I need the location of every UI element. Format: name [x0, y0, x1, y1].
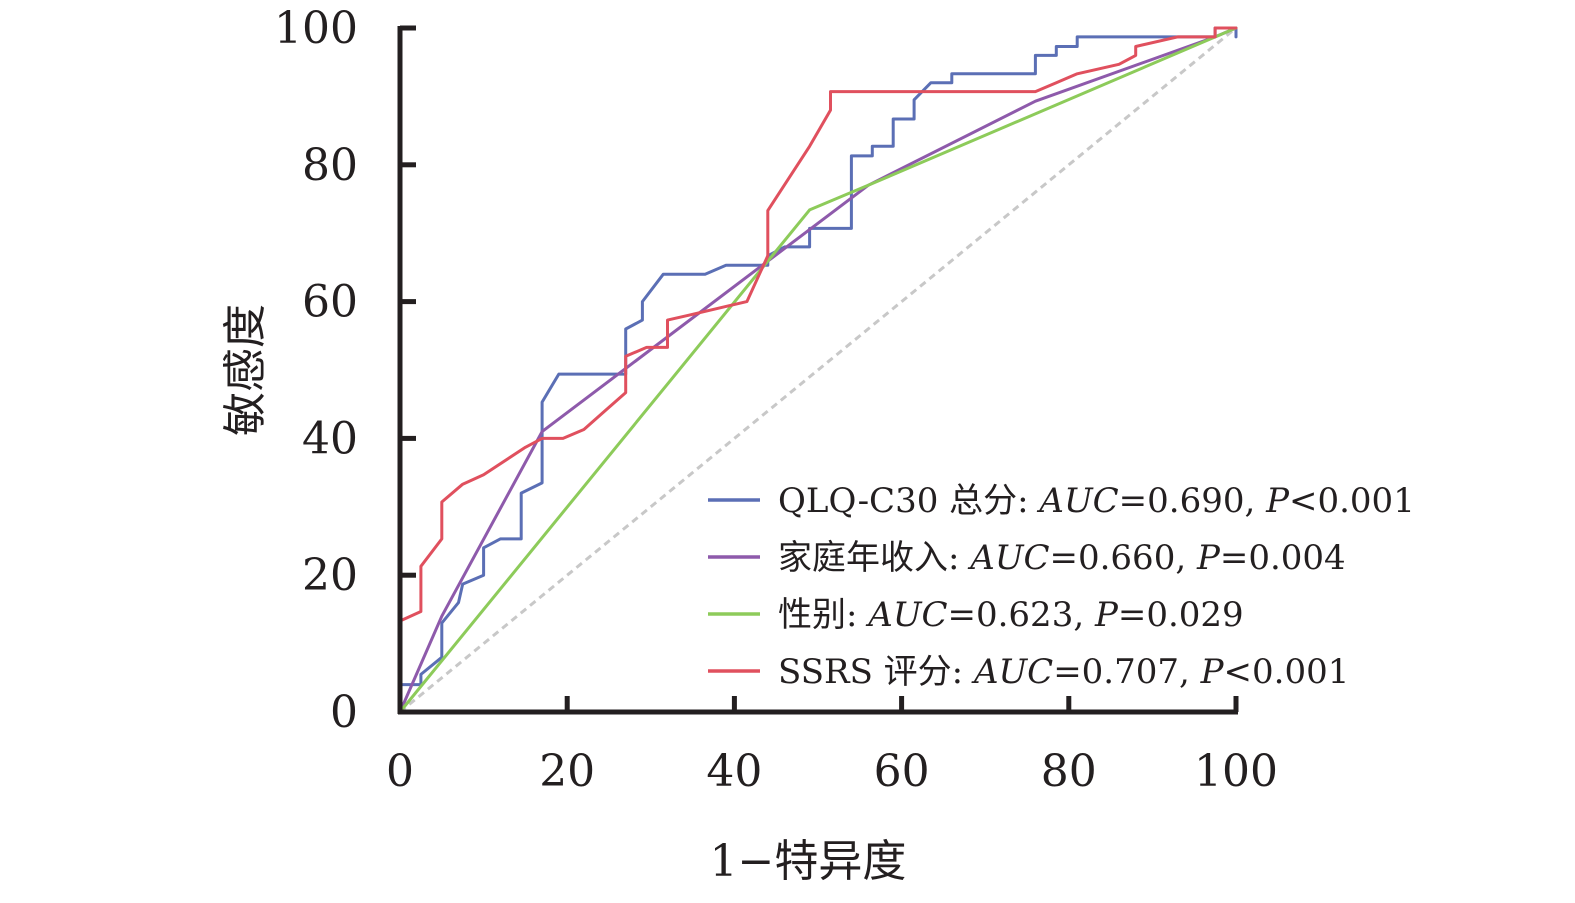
tick-labels: 0 20 40 60 80 100 0 20 40 60 80 100 [274, 3, 1278, 797]
legend: QLQ-C30 总分: AUC=0.690, P<0.001 家庭年收入: AUC… [708, 481, 1415, 692]
y-tick-label: 40 [302, 413, 358, 464]
legend-label-2: 家庭年收入: AUC=0.660, P=0.004 [778, 538, 1346, 578]
y-tick-label: 20 [302, 550, 358, 601]
y-tick-label: 0 [330, 687, 358, 738]
y-tick-label: 100 [274, 3, 358, 54]
series-line-4 [398, 26, 1238, 714]
plot-area [398, 26, 1238, 714]
y-tick-label: 80 [302, 140, 358, 191]
y-axis-title: 敏感度 [220, 304, 271, 436]
x-tick-label: 80 [1041, 746, 1097, 797]
y-tick-label: 60 [302, 277, 358, 328]
x-tick-label: 40 [706, 746, 762, 797]
x-tick-label: 100 [1194, 746, 1278, 797]
reference-diagonal-line [399, 26, 1237, 714]
x-axis-title: 1−特异度 [710, 836, 907, 887]
x-tick-label: 60 [874, 746, 930, 797]
legend-label-3: 性别: AUC=0.623, P=0.029 [778, 595, 1244, 635]
x-tick-label: 0 [386, 746, 414, 797]
x-tick-label: 20 [539, 746, 595, 797]
legend-label-1: QLQ-C30 总分: AUC=0.690, P<0.001 [778, 481, 1415, 521]
series-line-3 [398, 26, 1238, 714]
legend-label-4: SSRS 评分: AUC=0.707, P<0.001 [778, 652, 1349, 692]
axes [397, 25, 1239, 715]
